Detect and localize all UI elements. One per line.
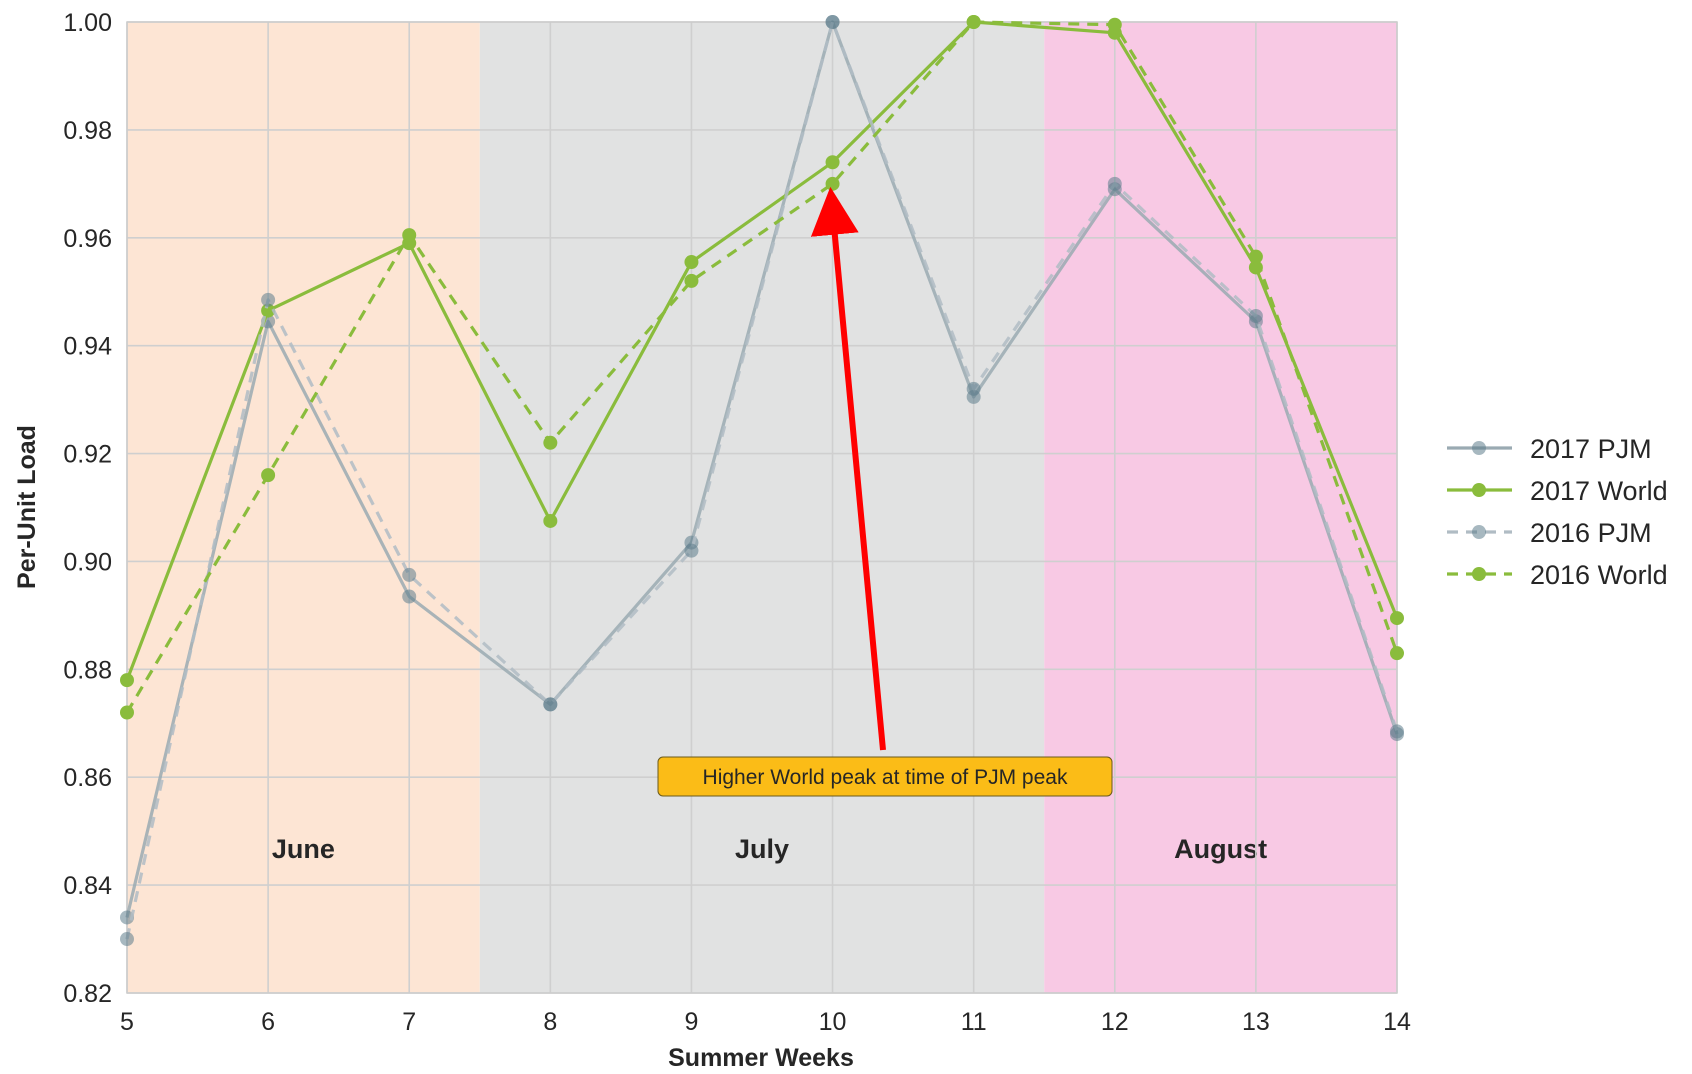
series-line-2016-pjm bbox=[125, 20, 1399, 940]
point-2016-pjm bbox=[261, 292, 276, 307]
plot-frame bbox=[126, 21, 1398, 994]
x-tick-label: 9 bbox=[684, 1008, 698, 1036]
x-tick-label: 12 bbox=[1101, 1008, 1129, 1036]
point-2016-pjm bbox=[1390, 724, 1404, 739]
y-tick-label: 0.96 bbox=[63, 225, 112, 253]
y-tick-label: 0.92 bbox=[63, 441, 112, 469]
band-july bbox=[479, 22, 1045, 993]
point-2016-world bbox=[543, 435, 558, 450]
y-tick-label: 0.98 bbox=[63, 117, 112, 145]
point-2017-world bbox=[261, 303, 276, 318]
series-group bbox=[120, 15, 1404, 947]
series-line-2016-world bbox=[125, 20, 1399, 714]
y-tick-label: 0.86 bbox=[63, 764, 112, 792]
y-tick-label: 0.90 bbox=[63, 548, 112, 576]
point-2016-world bbox=[1248, 249, 1263, 264]
x-tick-label: 14 bbox=[1383, 1008, 1411, 1036]
point-2016-pjm bbox=[966, 381, 981, 396]
band-label-june: June bbox=[272, 834, 335, 864]
point-2016-world bbox=[1390, 646, 1404, 661]
y-tick-label: 0.82 bbox=[63, 980, 112, 1008]
point-2016-pjm bbox=[684, 543, 699, 558]
point-2016-pjm bbox=[825, 15, 840, 29]
y-tick-labels: 0.82 0.84 0.86 0.88 0.90 0.92 0.94 0.96 0.98 1.00 bbox=[63, 9, 112, 1008]
point-2016-world bbox=[402, 228, 417, 243]
y-axis-title: Per-Unit Load bbox=[13, 425, 41, 589]
point-2016-world bbox=[966, 15, 981, 29]
point-2016-pjm bbox=[402, 567, 417, 582]
band-august bbox=[1044, 22, 1397, 993]
legend-marker bbox=[1472, 441, 1486, 455]
point-2016-pjm bbox=[543, 697, 558, 712]
x-axis-title: Summer Weeks bbox=[668, 1044, 854, 1072]
point-2016-world bbox=[261, 468, 276, 483]
series-2016-world bbox=[120, 15, 1404, 720]
point-2016-pjm bbox=[1107, 176, 1122, 191]
point-2017-world bbox=[120, 673, 134, 688]
x-tick-label: 7 bbox=[402, 1008, 416, 1036]
legend-label: 2016 PJM bbox=[1530, 518, 1652, 548]
month-bands: June July August bbox=[127, 22, 1397, 993]
legend-label: 2016 World bbox=[1530, 560, 1668, 590]
point-2016-pjm bbox=[1248, 308, 1263, 323]
point-2016-world bbox=[1107, 17, 1122, 32]
annotation-arrow bbox=[810, 186, 886, 751]
legend-marker bbox=[1472, 525, 1486, 539]
point-2017-world bbox=[825, 155, 840, 170]
point-2017-world bbox=[684, 255, 699, 270]
x-tick-label: 5 bbox=[120, 1008, 134, 1036]
legend-item-2017-pjm: 2017 PJM bbox=[1447, 434, 1652, 464]
legend-label: 2017 World bbox=[1530, 476, 1668, 506]
series-line-2017-world bbox=[125, 20, 1399, 681]
legend-marker bbox=[1472, 483, 1486, 497]
y-tick-label: 0.94 bbox=[63, 333, 112, 361]
legend-item-2017-world: 2017 World bbox=[1447, 476, 1668, 506]
band-label-july: July bbox=[735, 834, 789, 864]
x-tick-label: 13 bbox=[1242, 1008, 1270, 1036]
point-2016-world bbox=[120, 705, 134, 720]
x-tick-label: 8 bbox=[543, 1008, 557, 1036]
legend-item-2016-world: 2016 World bbox=[1447, 560, 1668, 590]
annotation-text: Higher World peak at time of PJM peak bbox=[703, 766, 1068, 789]
x-tick-label: 10 bbox=[819, 1008, 847, 1036]
legend-label: 2017 PJM bbox=[1530, 434, 1652, 464]
y-tick-label: 0.88 bbox=[63, 656, 112, 684]
band-label-august: August bbox=[1174, 834, 1267, 864]
x-tick-label: 11 bbox=[961, 1008, 987, 1036]
x-tick-labels: 5 6 7 8 9 10 11 12 13 14 bbox=[120, 1008, 1411, 1036]
series-2016-pjm bbox=[120, 15, 1404, 947]
legend-item-2016-pjm: 2016 PJM bbox=[1447, 518, 1652, 548]
x-tick-label: 6 bbox=[261, 1008, 275, 1036]
point-2017-world bbox=[543, 513, 558, 528]
y-tick-label: 1.00 bbox=[63, 9, 112, 37]
point-2017-pjm bbox=[402, 589, 417, 604]
point-2016-world bbox=[825, 176, 840, 191]
point-2016-pjm bbox=[120, 932, 134, 947]
legend: 2017 PJM 2017 World 2016 PJM 2016 World bbox=[1447, 434, 1668, 590]
y-tick-label: 0.84 bbox=[63, 872, 112, 900]
point-2017-world bbox=[1390, 611, 1404, 626]
point-2017-pjm bbox=[120, 910, 134, 925]
annotation-box bbox=[657, 756, 1113, 797]
point-2016-world bbox=[684, 273, 699, 288]
band-june bbox=[127, 22, 480, 993]
legend-marker bbox=[1472, 567, 1486, 581]
annotation: Higher World peak at time of PJM peak bbox=[657, 186, 1113, 797]
